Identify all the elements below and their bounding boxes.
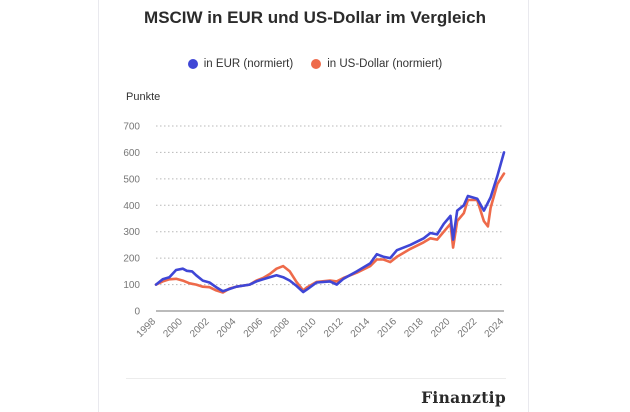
x-tick-label: 2008 [268, 316, 292, 340]
x-tick-label: 2012 [322, 316, 346, 340]
chart-title: MSCIW in EUR und US-Dollar im Vergleich [144, 8, 486, 27]
y-tick-label: 600 [123, 148, 140, 159]
x-tick-label: 2020 [429, 316, 453, 340]
footer-divider [126, 378, 506, 379]
x-tick-label: 2000 [161, 316, 185, 340]
y-tick-label: 0 [134, 307, 140, 318]
y-tick-label: 700 [123, 122, 140, 133]
legend-item-usd: in US-Dollar (normiert) [311, 58, 442, 70]
y-tick-label: 400 [123, 201, 140, 212]
legend-label-usd: in US-Dollar (normiert) [327, 58, 443, 70]
legend-item-eur: in EUR (normiert) [187, 58, 294, 70]
x-tick-label: 1998 [135, 316, 159, 340]
y-axis-label: Punkte [126, 91, 161, 103]
y-tick-label: 200 [123, 254, 140, 265]
legend-dot-eur-icon [187, 59, 198, 69]
x-tick-label: 2024 [483, 316, 507, 340]
x-tick-label: 2006 [242, 316, 266, 340]
y-tick-label: 300 [123, 227, 140, 238]
x-tick-label: 2014 [349, 316, 373, 340]
frame-border-left [98, 0, 99, 412]
legend-label-eur: in EUR (normiert) [203, 58, 294, 70]
y-tick-label: 100 [123, 280, 140, 291]
x-tick-label: 2002 [188, 316, 212, 340]
frame-border-right [528, 0, 529, 412]
x-tick-label: 2016 [376, 316, 400, 340]
x-tick-label: 2010 [295, 316, 319, 340]
brand-logo: Finanztip [421, 388, 506, 407]
x-tick-label: 2022 [456, 316, 480, 340]
y-tick-label: 500 [123, 174, 140, 185]
x-tick-label: 2018 [402, 316, 426, 340]
chart-legend: in EUR (normiert) in US-Dollar (normiert… [0, 58, 630, 70]
legend-dot-usd-icon [311, 59, 322, 69]
x-tick-label: 2004 [215, 316, 239, 340]
series-line-eur [154, 151, 506, 294]
